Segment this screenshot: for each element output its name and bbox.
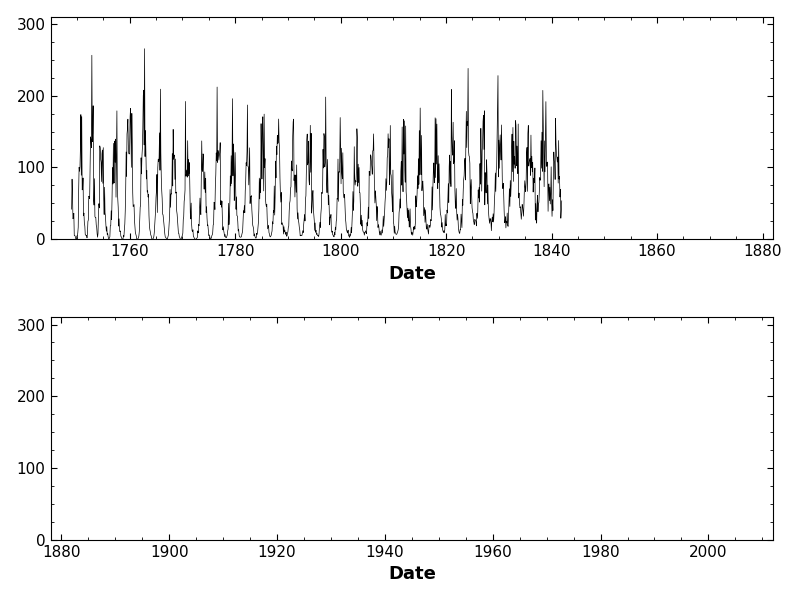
X-axis label: Date: Date [388, 265, 436, 283]
X-axis label: Date: Date [388, 565, 436, 583]
